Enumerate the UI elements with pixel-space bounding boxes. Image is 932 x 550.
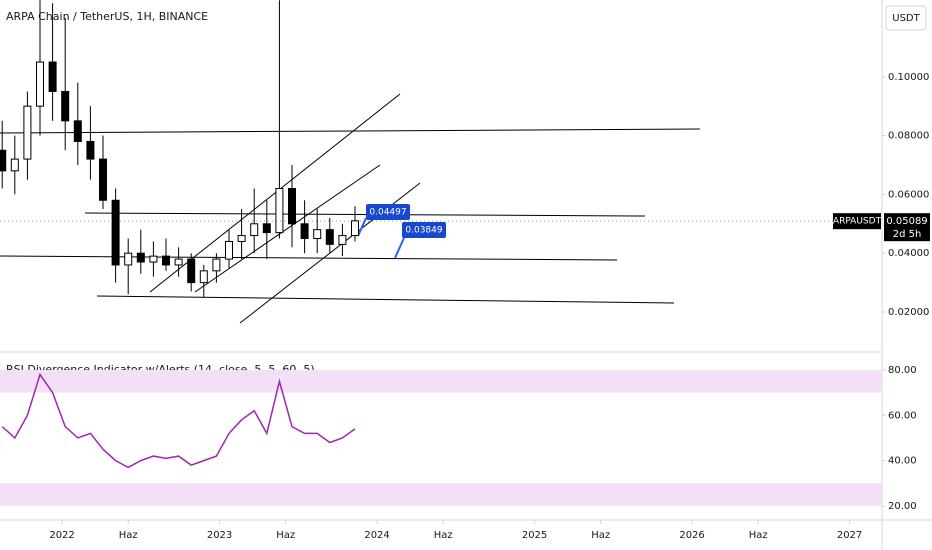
trend-line [84, 212, 646, 217]
chart-title: ARPA Chain / TetherUS, 1H, BINANCE [6, 10, 208, 23]
trend-line [0, 255, 618, 261]
candle-body [48, 61, 57, 92]
callout-label: 0.04497 [369, 208, 406, 218]
y-tick-label: 0.08000 [888, 131, 929, 142]
y-tick-label: 20.00 [888, 501, 917, 512]
symbol-tag [833, 213, 881, 230]
x-tick-label: 2024 [364, 530, 389, 541]
x-tick-label: Haz [591, 530, 610, 541]
x-tick-label: 2023 [207, 530, 232, 541]
callout-label: 0.03849 [405, 226, 442, 236]
candle-body [136, 252, 145, 263]
x-tick-label: 2025 [522, 530, 547, 541]
candle-body [99, 158, 108, 201]
candle-body [174, 258, 183, 266]
annotation: 0.04497 0.03849 [357, 204, 446, 259]
x-tick-label: Haz [749, 530, 768, 541]
band [0, 483, 882, 506]
candle-body [187, 258, 196, 284]
candle-body [300, 223, 309, 239]
trend-line [194, 164, 381, 293]
band [0, 369, 882, 393]
callout-box [366, 204, 410, 220]
candle-body [0, 149, 7, 172]
callout-pointer [394, 237, 405, 259]
y-tick-label: 0.04000 [888, 248, 929, 259]
y-tick-label: 0.10000 [888, 72, 929, 83]
x-tick-label: Haz [119, 530, 138, 541]
candle-body [23, 105, 32, 160]
candle-body [73, 120, 82, 142]
candle-body [262, 223, 271, 234]
y-tick-label: 80.00 [888, 365, 917, 376]
currency-button[interactable] [885, 5, 927, 31]
price-tag [884, 213, 930, 242]
trend-line [96, 295, 675, 304]
y-tick-label: 0.06000 [888, 189, 929, 200]
candle-body [149, 255, 158, 263]
candle-body [288, 187, 297, 225]
candle-body [237, 235, 246, 242]
x-tick-label: 2026 [679, 530, 704, 541]
candle-body [162, 255, 171, 266]
y-tick-label: 40.00 [888, 456, 917, 467]
price-label: 0.05089 [886, 216, 927, 227]
callout-pointer [357, 217, 367, 237]
candle-body [10, 158, 19, 172]
candle-body [351, 220, 360, 237]
candle-body [313, 229, 322, 239]
y-tick-label: 0.02000 [888, 307, 929, 318]
candle-body [325, 229, 334, 245]
candle-body [338, 235, 347, 245]
trend-line [0, 128, 701, 134]
candle-body [250, 223, 259, 237]
candle-body [124, 252, 133, 266]
candle-body [212, 258, 221, 272]
symbol-label: ARPAUSDT [833, 217, 882, 227]
candle-body [275, 187, 284, 234]
rsi-line [1, 372, 356, 469]
candle-body [61, 90, 70, 122]
x-tick-label: 2022 [49, 530, 74, 541]
candle-body [199, 270, 208, 284]
x-tick-label: Haz [434, 530, 453, 541]
y-tick-label: 60.00 [888, 410, 917, 421]
candle-body [111, 199, 120, 266]
x-tick-label: 2027 [837, 530, 862, 541]
countdown-label: 2d 5h [893, 229, 922, 240]
currency-label: USDT [892, 13, 920, 24]
candle-body [225, 240, 234, 260]
x-tick-label: Haz [276, 530, 295, 541]
candle-body [86, 140, 95, 160]
callout-box [402, 222, 446, 238]
candle-body [36, 61, 45, 107]
